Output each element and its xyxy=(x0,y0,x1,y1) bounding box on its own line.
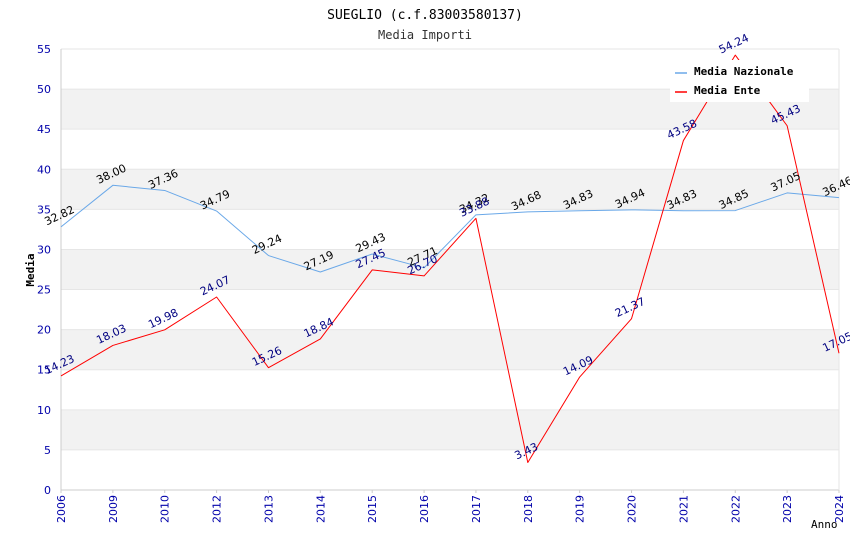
grid-band xyxy=(61,329,839,370)
y-tick-label: 45 xyxy=(37,123,51,136)
x-tick-label: 2016 xyxy=(418,495,431,523)
x-tick-label: 2022 xyxy=(729,495,742,523)
y-tick-label: 30 xyxy=(37,243,51,256)
series-line-media-nazionale xyxy=(60,184,840,273)
x-tick-label: 2010 xyxy=(159,495,172,523)
y-tick-label: 20 xyxy=(37,324,51,337)
x-tick-label: 2019 xyxy=(574,495,587,523)
y-tick-label: 25 xyxy=(37,284,51,297)
y-tick-label: 35 xyxy=(37,203,51,216)
x-tick-label: 2023 xyxy=(781,495,794,523)
grid-band xyxy=(61,249,839,290)
plot-frame xyxy=(60,49,840,491)
y-tick-label: 0 xyxy=(44,484,51,497)
chart-title: SUEGLIO (c.f.83003580137) xyxy=(327,8,523,23)
x-tick-label: 2012 xyxy=(211,495,224,523)
grid-bands xyxy=(61,48,839,491)
legend-box xyxy=(670,60,809,102)
legend: Media Nazionale Media Ente xyxy=(670,60,809,102)
grid-band xyxy=(61,169,839,210)
grid-band xyxy=(61,129,839,170)
y-axis-ticks: 0 5 10 15 20 25 30 35 40 45 50 55 xyxy=(37,43,51,497)
grid-band xyxy=(61,369,839,410)
grid-band xyxy=(61,289,839,330)
y-tick-label: 10 xyxy=(37,404,51,417)
grid-band xyxy=(61,409,839,450)
y-tick-label: 5 xyxy=(44,444,51,457)
y-tick-label: 55 xyxy=(37,43,51,56)
legend-label-media-nazionale: Media Nazionale xyxy=(694,65,794,78)
y-axis-label: Media xyxy=(24,253,37,286)
x-tick-label: 2009 xyxy=(107,495,120,523)
x-axis-ticks: 2006 2009 2010 2012 2013 2014 2015 2016 2017 2018… xyxy=(55,490,846,523)
x-tick-label: 2020 xyxy=(626,495,639,523)
x-tick-label: 2018 xyxy=(522,495,535,523)
y-tick-label: 50 xyxy=(37,83,51,96)
x-tick-label: 2014 xyxy=(314,495,327,523)
grid-band xyxy=(61,209,839,250)
x-tick-label: 2013 xyxy=(262,495,275,523)
x-tick-label: 2021 xyxy=(677,495,690,523)
chart-subtitle: Media Importi xyxy=(378,28,472,42)
x-tick-label: 2006 xyxy=(55,495,68,523)
x-tick-label: 2017 xyxy=(470,495,483,523)
grid-band xyxy=(61,449,839,490)
y-tick-label: 15 xyxy=(37,364,51,377)
x-tick-label: 2015 xyxy=(366,495,379,523)
legend-label-media-ente: Media Ente xyxy=(694,84,761,97)
y-tick-label: 40 xyxy=(37,163,51,176)
x-axis-label: Anno xyxy=(811,518,838,531)
x-tick-label: 2024 xyxy=(833,495,846,523)
